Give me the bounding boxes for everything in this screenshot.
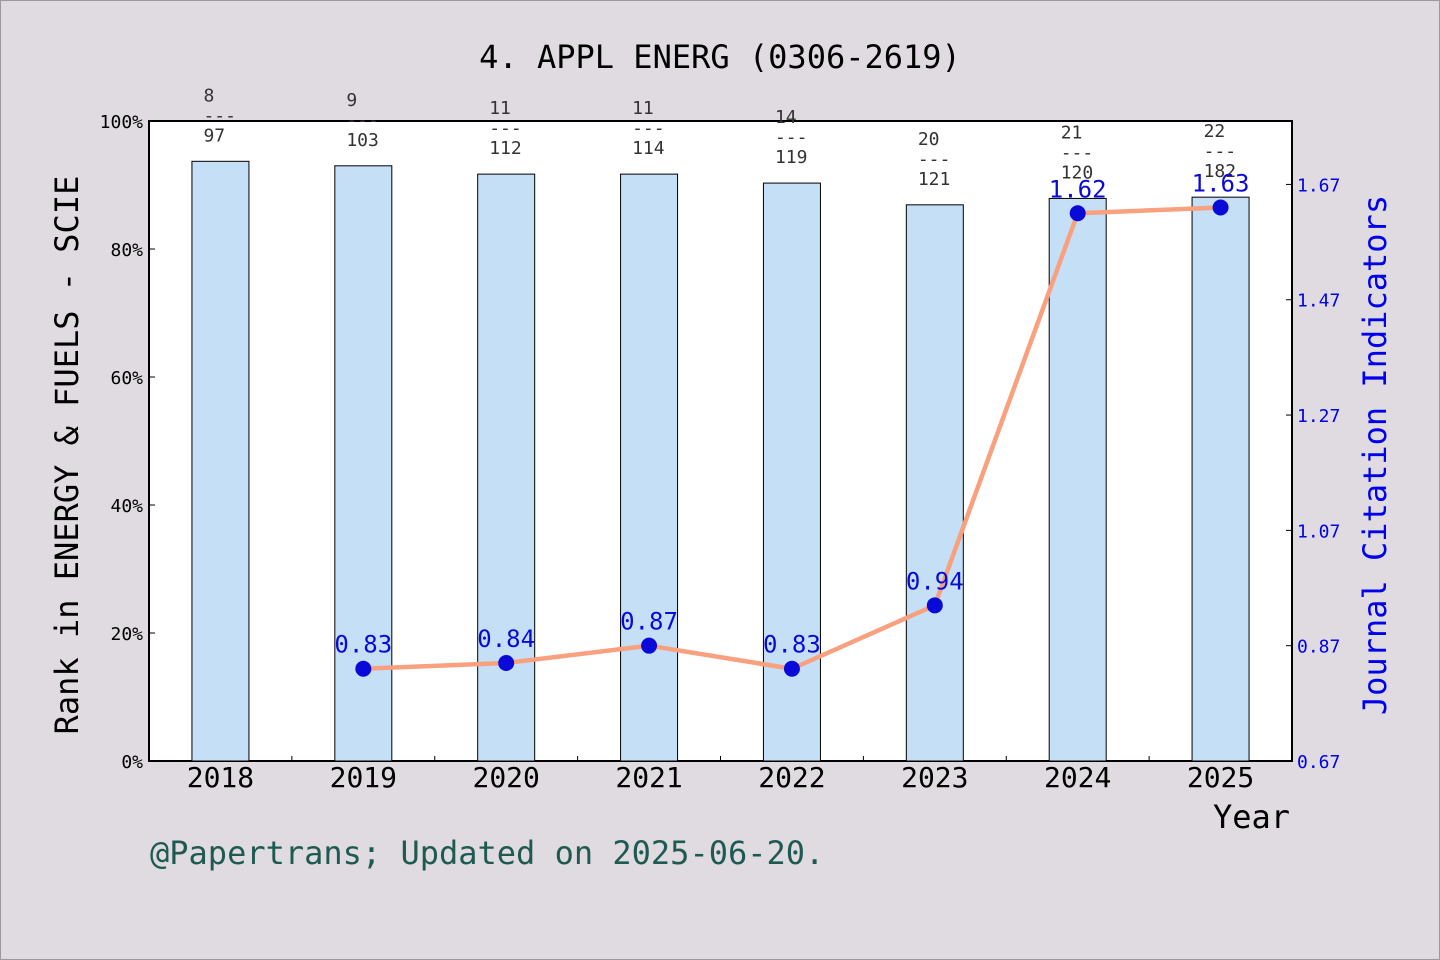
left-tick-label: 20% <box>110 624 143 645</box>
jci-marker <box>926 597 943 614</box>
rank-total: 120 <box>1061 162 1094 183</box>
bar <box>620 173 679 762</box>
rank-total: 112 <box>489 138 522 159</box>
x-tick-label: 2018 <box>187 761 254 794</box>
left-tick-label: 100% <box>100 112 144 133</box>
jci-value-label: 0.87 <box>620 608 678 636</box>
rank-number: 22 <box>1204 121 1226 142</box>
x-tick-label: 2020 <box>472 761 539 794</box>
rank-total: 103 <box>346 130 379 151</box>
x-tick-label: 2023 <box>901 761 968 794</box>
jci-value-label: 1.62 <box>1049 175 1107 203</box>
rank-separator: --- <box>775 127 808 148</box>
x-tick-label: 2019 <box>330 761 397 794</box>
bar <box>477 173 536 762</box>
rank-separator: --- <box>1061 142 1094 163</box>
jci-marker <box>498 654 515 671</box>
rank-number: 9 <box>346 90 357 111</box>
rank-separator: --- <box>489 118 522 139</box>
bar <box>905 204 964 762</box>
x-tick-label: 2025 <box>1187 761 1254 794</box>
jci-marker <box>355 660 372 677</box>
right-tick-label: 0.87 <box>1297 637 1340 658</box>
jci-marker <box>1212 199 1229 216</box>
rank-total: 121 <box>918 169 951 190</box>
bar <box>1191 196 1250 762</box>
jci-value-label: 0.83 <box>763 631 821 659</box>
right-tick-label: 0.67 <box>1297 752 1340 773</box>
rank-separator: --- <box>1204 141 1237 162</box>
rank-separator: --- <box>632 118 665 139</box>
rank-number: 8 <box>203 85 214 106</box>
rank-number: 11 <box>489 98 511 119</box>
jci-value-label: 0.94 <box>906 567 964 595</box>
left-tick-label: 60% <box>110 368 143 389</box>
bar <box>1048 197 1107 762</box>
rank-total: 114 <box>632 138 665 159</box>
jci-marker <box>783 660 800 677</box>
rank-number: 11 <box>632 98 654 119</box>
x-axis-label: Year <box>1213 798 1290 836</box>
x-tick-label: 2021 <box>615 761 682 794</box>
plot-area <box>148 120 1293 762</box>
rank-number: 14 <box>775 107 797 128</box>
left-tick-label: 40% <box>110 496 143 517</box>
rank-total: 119 <box>775 147 808 168</box>
rank-total: 97 <box>203 125 225 146</box>
y-axis-label-right: Journal Citation Indicators <box>1356 195 1394 715</box>
bar <box>191 160 250 762</box>
jci-marker <box>1069 205 1086 222</box>
rank-number: 20 <box>918 129 940 150</box>
right-tick-label: 1.47 <box>1297 291 1340 312</box>
left-tick-label: 0% <box>121 752 143 773</box>
x-tick-label: 2024 <box>1044 761 1111 794</box>
right-tick-label: 1.07 <box>1297 521 1340 542</box>
jci-marker <box>641 637 658 654</box>
jci-value-label: 1.63 <box>1192 169 1250 197</box>
footer-text: @Papertrans; Updated on 2025-06-20. <box>150 834 825 872</box>
chart-title: 4. APPL ENERG (0306-2619) <box>479 38 961 76</box>
rank-separator: --- <box>918 149 951 170</box>
y-axis-label-left: Rank in ENERGY & FUELS - SCIE <box>48 176 86 735</box>
right-tick-label: 1.27 <box>1297 406 1340 427</box>
rank-separator: --- <box>346 110 379 131</box>
jci-value-label: 0.84 <box>477 625 535 653</box>
right-tick-label: 1.67 <box>1297 175 1340 196</box>
left-tick-label: 80% <box>110 240 143 261</box>
rank-separator: --- <box>203 105 236 126</box>
rank-total: 182 <box>1204 161 1237 182</box>
x-tick-label: 2022 <box>758 761 825 794</box>
rank-number: 21 <box>1061 122 1083 143</box>
jci-value-label: 0.83 <box>334 631 392 659</box>
